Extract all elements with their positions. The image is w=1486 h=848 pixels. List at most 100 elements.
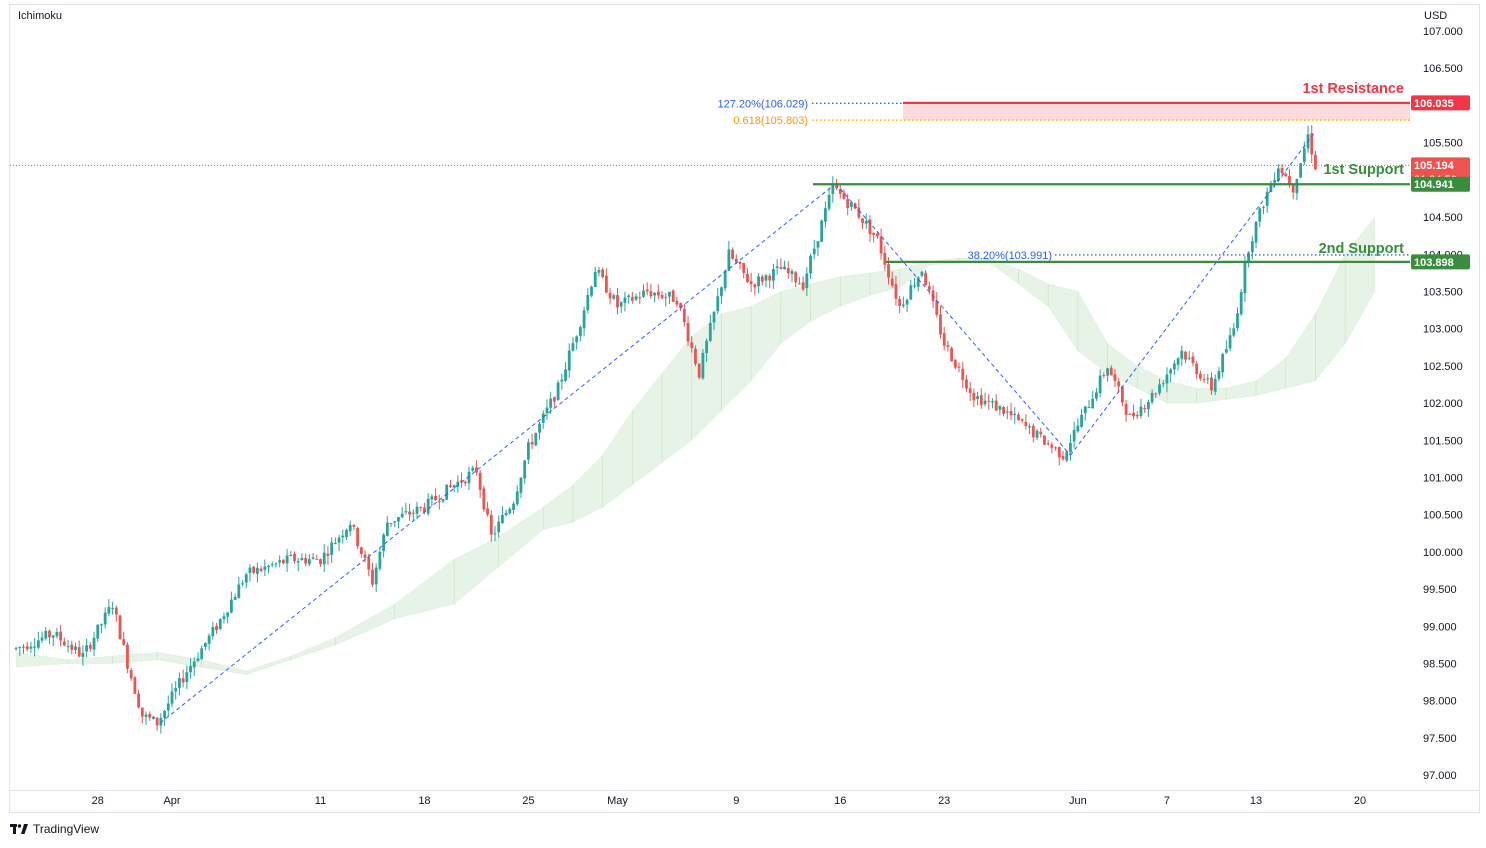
candle-body	[475, 467, 478, 473]
candle-body	[452, 485, 456, 488]
candle-body	[300, 557, 304, 561]
candle-body	[111, 608, 114, 610]
candle-body	[33, 646, 37, 648]
candle-body	[1239, 291, 1243, 315]
candle-body	[85, 645, 89, 652]
candle-body	[1210, 377, 1213, 391]
candle-body	[694, 348, 697, 364]
candle-body	[656, 291, 660, 296]
candle-body	[185, 672, 189, 683]
candle-body	[382, 534, 386, 552]
candle-body	[1176, 358, 1180, 365]
candle-body	[1213, 378, 1217, 392]
candle-body	[1024, 421, 1028, 426]
candle-body	[152, 716, 155, 719]
candle-body	[1243, 262, 1247, 294]
candle-body	[296, 561, 300, 563]
candle-body	[66, 645, 70, 647]
candle-body	[668, 291, 671, 297]
candle-body	[604, 275, 608, 293]
candle-body	[1284, 173, 1288, 177]
candle-body	[798, 283, 801, 285]
candle-body	[51, 635, 55, 638]
candle-body	[166, 703, 170, 711]
candle-body	[215, 626, 218, 631]
candle-body	[255, 567, 259, 574]
price-tick: 100.000	[1423, 547, 1463, 559]
candle-body	[96, 624, 100, 639]
candle-body	[426, 498, 430, 514]
cloud-segment	[1107, 343, 1138, 389]
candle-body	[126, 644, 129, 669]
candle-body	[1035, 430, 1039, 438]
candle-body	[1102, 374, 1106, 376]
candle-body	[627, 295, 631, 297]
candle-body	[1228, 335, 1232, 349]
candle-body	[731, 249, 734, 259]
candle-body	[957, 366, 961, 368]
candle-body	[1269, 184, 1273, 192]
candle-body	[393, 521, 397, 523]
candle-body	[894, 284, 898, 299]
candle-body	[812, 248, 816, 255]
candle-body	[846, 199, 850, 208]
price-tick: 100.500	[1423, 510, 1463, 522]
price-tick: 97.500	[1423, 733, 1457, 745]
price-tick: 105.500	[1423, 138, 1463, 150]
candle-body	[482, 488, 486, 510]
cloud-segment	[691, 313, 722, 441]
time-tick: 20	[1354, 795, 1366, 807]
candle-body	[207, 635, 211, 644]
cloud-segment	[290, 637, 336, 661]
candle-body	[437, 501, 441, 503]
candle-body	[783, 266, 786, 270]
time-tick: 18	[418, 795, 430, 807]
candle-body	[330, 542, 334, 555]
candle-body	[753, 284, 757, 288]
candle-body	[742, 262, 746, 273]
candle-body	[571, 343, 575, 351]
candle-body	[170, 691, 174, 704]
candle-body	[241, 583, 244, 585]
candle-body	[831, 184, 835, 194]
candle-body	[22, 646, 25, 648]
level-name: 1st Support	[1323, 162, 1404, 178]
candle-body	[1273, 179, 1277, 183]
cloud-segment	[67, 655, 113, 664]
candle-body	[1002, 407, 1005, 414]
candle-body	[1098, 375, 1102, 394]
candle-body	[946, 344, 950, 347]
candle-body	[638, 297, 642, 299]
candle-body	[107, 607, 111, 614]
candle-body	[757, 276, 760, 287]
candle-body	[189, 666, 192, 673]
candle-body	[775, 266, 779, 269]
candle-body	[322, 552, 326, 565]
candle-body	[968, 388, 972, 393]
candle-body	[36, 640, 40, 648]
candle-body	[864, 220, 868, 224]
candle-body	[25, 646, 29, 650]
candle-body	[493, 533, 497, 535]
cloud-segment	[1285, 312, 1316, 389]
candle-body	[1161, 383, 1165, 385]
brand-name: TradingView	[33, 822, 100, 836]
candle-body	[88, 645, 92, 649]
candle-body	[972, 392, 976, 401]
candle-body	[660, 295, 664, 299]
candle-body	[630, 297, 634, 301]
candle-body	[404, 511, 408, 513]
candle-body	[430, 496, 434, 500]
candle-body	[1280, 168, 1284, 174]
candle-body	[1091, 398, 1095, 409]
candle-body	[1158, 384, 1161, 394]
chart-frame	[9, 4, 1480, 813]
tradingview-logo-icon	[10, 824, 28, 834]
support2-tag-text: 103.898	[1414, 257, 1454, 269]
resistance-tag-text: 106.035	[1414, 98, 1454, 110]
candle-body	[326, 553, 330, 556]
candle-body	[259, 568, 263, 572]
candle-body	[1031, 425, 1035, 438]
candle-body	[449, 485, 452, 487]
